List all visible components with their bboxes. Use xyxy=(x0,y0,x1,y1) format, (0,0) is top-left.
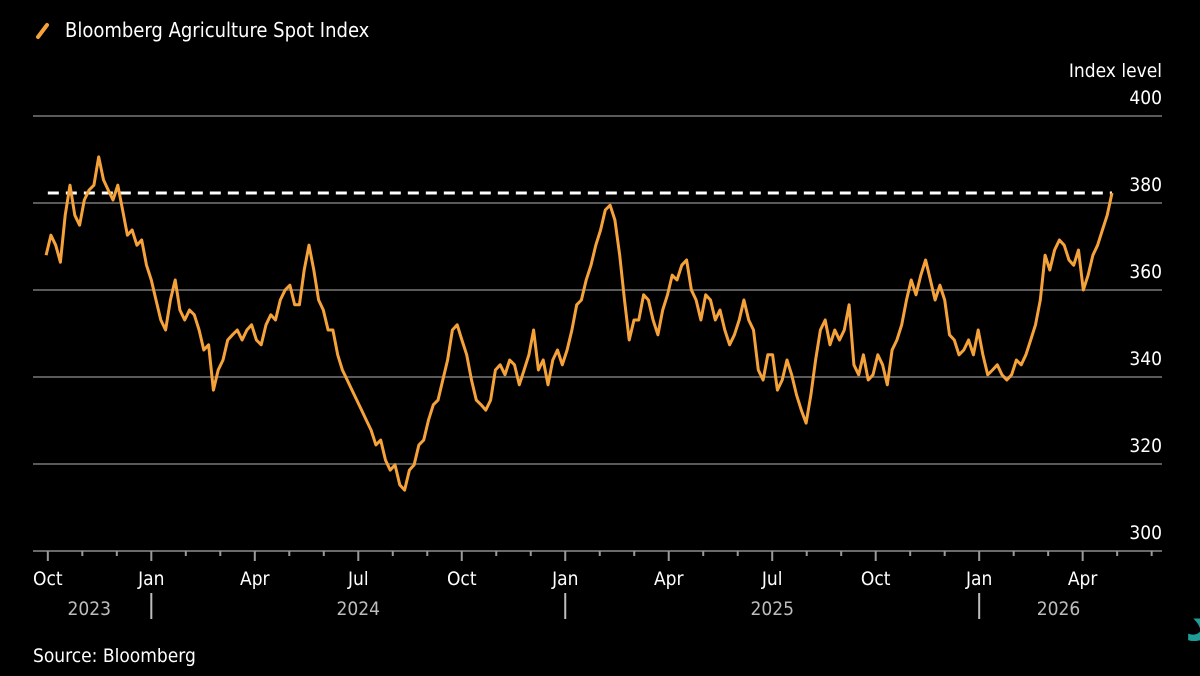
orange-slash-icon xyxy=(36,23,49,39)
year-label: 2023 xyxy=(67,598,111,620)
y-axis-label: Index level xyxy=(1069,60,1162,82)
x-tick-label: Jul xyxy=(347,568,369,590)
y-tick-label: 320 xyxy=(1129,435,1162,457)
source-note: Source: Bloomberg xyxy=(33,645,196,667)
x-tick-label: Jan xyxy=(137,568,164,590)
x-tick-label: Oct xyxy=(33,568,63,590)
x-tick-label: Apr xyxy=(240,568,271,590)
x-tick-label: Apr xyxy=(1068,568,1099,590)
y-tick-label: 300 xyxy=(1129,522,1162,544)
watermark-logo: صفحه اقتصاد xyxy=(1185,593,1200,653)
x-tick-label: Jul xyxy=(761,568,783,590)
y-tick-label: 400 xyxy=(1129,87,1162,109)
y-tick-label: 360 xyxy=(1129,261,1162,283)
x-tick-label: Oct xyxy=(447,568,477,590)
year-label: 2026 xyxy=(1037,598,1081,620)
x-tick-label: Jan xyxy=(965,568,992,590)
chart-title: Bloomberg Agriculture Spot Index xyxy=(65,18,370,42)
y-tick-label: 340 xyxy=(1129,348,1162,370)
x-tick-label: Jan xyxy=(551,568,578,590)
year-label: 2024 xyxy=(337,598,381,620)
y-tick-label: 380 xyxy=(1129,174,1162,196)
year-label: 2025 xyxy=(750,598,794,620)
legend: Bloomberg Agriculture Spot Index xyxy=(36,18,370,42)
series-line xyxy=(44,155,1114,492)
x-tick-label: Apr xyxy=(654,568,685,590)
x-tick-label: Oct xyxy=(861,568,891,590)
